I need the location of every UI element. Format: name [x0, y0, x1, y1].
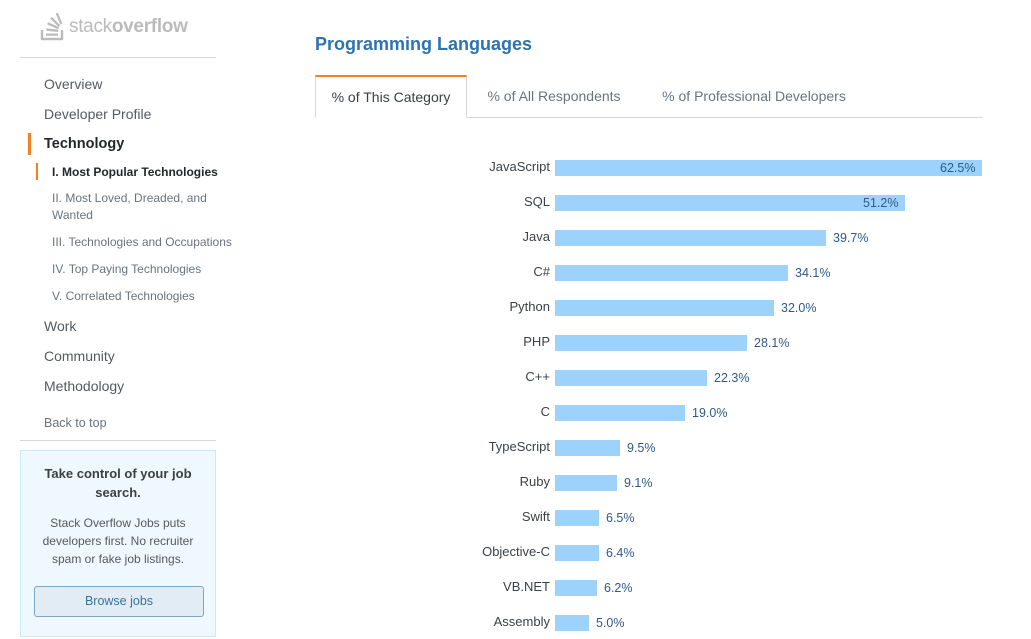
bar-label: C — [540, 404, 550, 419]
bar-value-label: 22.3% — [714, 371, 750, 385]
subnav-most-popular[interactable]: I. Most Popular Technologies — [52, 165, 218, 179]
browse-jobs-button[interactable]: Browse jobs — [34, 586, 204, 617]
bar — [555, 405, 685, 421]
bar-value-label: 5.0% — [596, 616, 625, 630]
subnav-top-paying[interactable]: IV. Top Paying Technologies — [52, 262, 202, 276]
active-sub-indicator — [36, 163, 38, 180]
bar — [555, 160, 982, 176]
bar-label: Python — [509, 299, 550, 314]
bar-label: TypeScript — [488, 439, 550, 454]
promo-title: Take control of your job search. — [44, 466, 192, 500]
bar-value-label: 28.1% — [754, 336, 790, 350]
subnav-occupations[interactable]: III. Technologies and Occupations — [52, 235, 232, 249]
bar-value-label: 6.4% — [606, 546, 635, 560]
divider — [20, 57, 216, 58]
languages-bar-chart: JavaScript 62.5% SQL 51.2% Java 39.7% C# 34.1% P… — [315, 150, 995, 639]
bar-value-label: 9.5% — [627, 441, 656, 455]
bar-label: SQL — [523, 194, 550, 209]
bar-label: PHP — [523, 334, 550, 349]
bar — [555, 335, 747, 351]
bar-label: Assembly — [493, 614, 550, 629]
subnav-most-loved[interactable]: II. Most Loved, Dreaded, and Wanted — [52, 191, 207, 222]
bar — [555, 440, 620, 456]
back-to-top-link[interactable]: Back to top — [44, 416, 107, 430]
nav-overview[interactable]: Overview — [44, 76, 103, 92]
nav-technology[interactable]: Technology — [44, 136, 125, 152]
nav-developer-profile[interactable]: Developer Profile — [44, 106, 152, 122]
tab-all-respondents[interactable]: % of All Respondents — [487, 88, 621, 104]
bar-label: Ruby — [519, 474, 550, 489]
active-indicator — [28, 133, 31, 155]
bar — [555, 195, 905, 211]
bar — [555, 510, 599, 526]
bar-value-label: 19.0% — [692, 406, 728, 420]
bar — [555, 265, 788, 281]
bar — [555, 580, 597, 596]
promo-body: Stack Overflow Jobs puts developers firs… — [42, 516, 194, 566]
divider — [20, 440, 216, 441]
bar-label: JavaScript — [489, 159, 550, 174]
jobs-promo: Take control of your job search. Stack O… — [20, 450, 216, 637]
subnav-correlated[interactable]: V. Correlated Technologies — [52, 289, 195, 303]
bar-label: Java — [522, 229, 550, 244]
page-title: Programming Languages — [315, 34, 533, 54]
bar — [555, 370, 707, 386]
bar-label: C# — [533, 264, 550, 279]
tab-professional-developers[interactable]: % of Professional Developers — [662, 88, 846, 104]
bar — [555, 300, 774, 316]
bar-label: C++ — [525, 369, 550, 384]
bar-label: Objective-C — [482, 544, 550, 559]
bar-label: VB.NET — [503, 579, 550, 594]
nav-work[interactable]: Work — [44, 318, 77, 334]
tab-bar: % of This Category % of All Respondents … — [315, 75, 983, 118]
nav-methodology[interactable]: Methodology — [44, 378, 125, 394]
bar-label: Swift — [521, 509, 550, 524]
bar-value-label: 9.1% — [624, 476, 653, 490]
bar-value-label: 6.2% — [604, 581, 633, 595]
bar-value-label: 32.0% — [781, 301, 817, 315]
bar-value-label: 51.2% — [863, 196, 899, 210]
bar-value-label: 34.1% — [795, 266, 831, 280]
bar — [555, 230, 826, 246]
tab-this-category[interactable]: % of This Category — [315, 75, 467, 118]
bar-value-label: 62.5% — [940, 161, 976, 175]
bar-value-label: 39.7% — [833, 231, 869, 245]
nav-community[interactable]: Community — [44, 348, 115, 364]
bar — [555, 475, 617, 491]
bar-value-label: 6.5% — [606, 511, 635, 525]
stackoverflow-logo[interactable]: stackoverflow — [40, 12, 188, 42]
stack-icon — [40, 13, 64, 41]
bar — [555, 615, 589, 631]
sidebar: stackoverflow Overview Developer Profile… — [20, 0, 232, 639]
tabs-underline — [315, 117, 983, 118]
logo-text: stackoverflow — [69, 16, 188, 37]
bar — [555, 545, 599, 561]
